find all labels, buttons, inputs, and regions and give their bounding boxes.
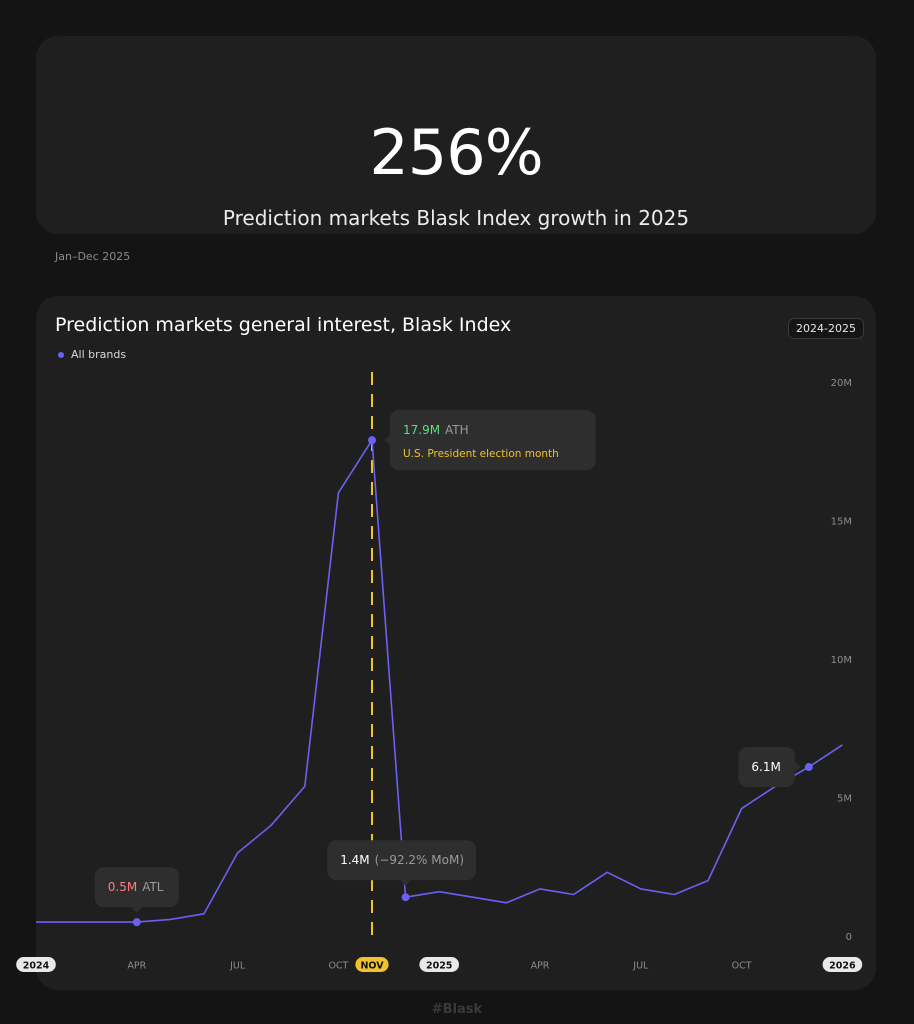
legend[interactable]: All brands [58,348,126,361]
x-tick-label: NOV [360,961,384,972]
series-line-all-brands [36,439,843,923]
annotation-tag: (−92.2% MoM) [375,853,464,867]
x-tick-label: APR [531,961,550,972]
x-tick-pill [16,957,56,972]
x-tick-label: OCT [732,961,752,972]
x-tick-label: 2024 [23,961,50,972]
annotation-box [738,747,795,788]
annotation-note: U.S. President election month [403,448,559,460]
x-tick-label: OCT [328,961,348,972]
chart-title: Prediction markets general interest, Bla… [55,314,512,336]
y-tick-label: 15M [831,517,852,528]
annotation-value: 6.1M [751,760,780,774]
annotation-tag: ATL [142,880,164,894]
annotation-box [390,410,596,471]
annotation-pointer [794,762,801,773]
annotation-value: 0.5M [108,880,137,894]
annotation-value: 1.4M [340,853,369,867]
x-tick-pill [419,957,459,972]
x-tick-label: 2026 [829,961,856,972]
x-tick-label: JUL [229,961,246,972]
annotation-pointer [131,907,142,914]
annotation-point [368,436,376,445]
growth-value: 256% [369,116,543,189]
x-tick-label: 2025 [426,961,452,972]
range-selector[interactable]: 2024-2025 [788,318,864,339]
annotation-pointer [384,435,390,446]
annotation-box [327,840,476,881]
blask-logo: #Blask [431,1002,483,1017]
annotation-box [94,867,179,908]
legend-dot-icon [58,351,64,358]
period-label: Jan–Dec 2025 [55,250,131,263]
annotation-pointer [400,880,411,887]
x-tick-label: APR [127,961,146,972]
y-tick-label: 10M [831,655,852,666]
annotation-point [804,763,813,772]
y-tick-label: 5M [837,794,852,805]
x-tick-label: JUL [632,961,649,972]
x-tick-pill [822,957,863,972]
y-tick-label: 20M [831,378,852,389]
annotation-point [401,893,410,902]
headline-card: 256% Prediction markets Blask Index grow… [36,36,876,234]
annotation-value: 17.9M [403,423,440,437]
y-tick-label: 0 [846,932,852,943]
legend-label: All brands [71,348,127,361]
annotation-tag: ATH [445,423,469,437]
growth-caption: Prediction markets Blask Index growth in… [222,206,690,230]
x-tick-pill [355,957,389,972]
annotation-point [132,918,141,927]
